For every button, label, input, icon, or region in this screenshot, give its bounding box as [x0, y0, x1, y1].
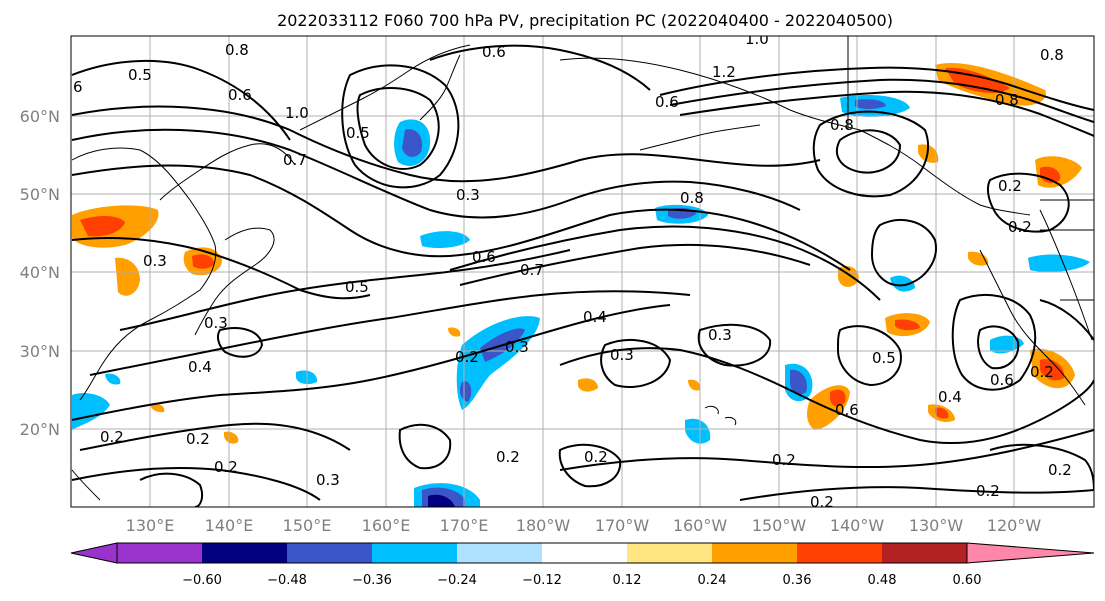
contour-label: 0.8: [680, 189, 704, 207]
contour-label: 0.6: [990, 371, 1014, 389]
negative-anomaly-kamchatka: [394, 119, 431, 166]
colorbar-tick-label: 0.48: [868, 573, 897, 588]
lon-label: 170°W: [595, 516, 650, 535]
colorbar-segment: [202, 543, 287, 563]
colorbar-tick-label: 0.60: [953, 573, 982, 588]
contour-label: 0.4: [583, 308, 607, 326]
colorbar-extend-low: [70, 542, 118, 564]
colorbar-tick-label: −0.48: [267, 573, 307, 588]
colorbar-segment: [457, 543, 542, 563]
lon-label: 150°W: [752, 516, 807, 535]
lon-label: 130°E: [126, 516, 175, 535]
contour-label: 0.8: [1040, 46, 1064, 64]
contour-labels: 0.8 0.6 1.0 1.2 0.5 0.6 0.8 6 0.6 1.0 0.…: [73, 30, 1072, 511]
contour-label: 0.8: [995, 91, 1019, 109]
contour-label: 0.5: [345, 278, 369, 296]
colorbar-outline: [116, 542, 968, 564]
colorbar-segment: [542, 543, 627, 563]
colorbar-tick-label: 0.24: [698, 573, 727, 588]
contour-label: 0.3: [708, 326, 732, 344]
positive-anomaly-small-cells: [150, 327, 701, 444]
contour-label: 0.5: [128, 66, 152, 84]
contour-label: 0.8: [830, 116, 854, 134]
colorbar-segment: [712, 543, 797, 563]
colorbar-segment: [117, 543, 202, 563]
lon-label: 130°W: [909, 516, 964, 535]
lat-label: 30°N: [20, 342, 60, 361]
lat-label: 20°N: [20, 420, 60, 439]
colorbar-tick-label: 0.36: [783, 573, 812, 588]
contour-label: 0.7: [283, 151, 307, 169]
lat-label: 60°N: [20, 107, 60, 126]
contour-label: 0.2: [1008, 218, 1032, 236]
contour-label: 0.2: [455, 348, 479, 366]
colorbar: −0.60 −0.48 −0.36 −0.24 −0.12 0.12 0.24 …: [70, 542, 1095, 588]
contour-label: 1.0: [285, 104, 309, 122]
lat-label: 50°N: [20, 185, 60, 204]
contour-label: 0.2: [976, 482, 1000, 500]
contour-label: 0.2: [100, 428, 124, 446]
colorbar-segment: [372, 543, 457, 563]
colorbar-segment: [287, 543, 372, 563]
longitude-labels: 130°E 140°E 150°E 160°E 170°E 180°W 170°…: [126, 516, 1042, 535]
contour-label: 0.2: [1048, 461, 1072, 479]
colorbar-tick-label: −0.12: [522, 573, 562, 588]
lon-label: 170°E: [440, 516, 489, 535]
colorbar-segment: [627, 543, 712, 563]
contour-label: 0.2: [998, 177, 1022, 195]
contour-label: 0.2: [772, 451, 796, 469]
colorbar-segment: [882, 543, 967, 563]
contour-label: 0.3: [456, 186, 480, 204]
latitude-labels: 60°N 50°N 40°N 30°N 20°N: [20, 107, 60, 439]
contour-label: 0.6: [472, 248, 496, 266]
map-frame: [70, 35, 1095, 508]
colorbar-tick-label: −0.24: [437, 573, 477, 588]
colorbar-segment: [797, 543, 882, 563]
contour-label: 0.7: [520, 261, 544, 279]
contour-label: 0.8: [225, 41, 249, 59]
contour-label: 0.3: [610, 346, 634, 364]
contour-label: 0.5: [346, 124, 370, 142]
contour-label: 0.2: [186, 430, 210, 448]
contour-label: 0.3: [143, 252, 167, 270]
lon-label: 120°W: [987, 516, 1042, 535]
lon-label: 150°E: [283, 516, 332, 535]
contour-label: 0.3: [505, 338, 529, 356]
contour-label: 1.2: [712, 63, 736, 81]
contour-label: 0.2: [810, 493, 834, 511]
contour-label: 0.3: [316, 471, 340, 489]
contour-label: 0.4: [938, 388, 962, 406]
colorbar-extend-high: [966, 542, 1095, 564]
colorbar-tick-label: 0.12: [613, 573, 642, 588]
contour-label: 0.2: [214, 458, 238, 476]
colorbar-tick-label: −0.60: [182, 573, 222, 588]
positive-anomaly-east-pacific: [807, 251, 1075, 430]
positive-anomaly-korea: [72, 205, 159, 296]
contour-label: 0.2: [1030, 363, 1054, 381]
lon-label: 160°E: [362, 516, 411, 535]
contour-label: 0.3: [204, 314, 228, 332]
coastlines: [71, 36, 1094, 501]
graticule: [71, 36, 1094, 507]
lon-label: 180°W: [516, 516, 571, 535]
contour-label: 6: [73, 78, 83, 96]
contour-label: 0.6: [835, 401, 859, 419]
lon-label: 140°W: [830, 516, 885, 535]
contour-label: 0.2: [496, 448, 520, 466]
contour-label: 0.6: [482, 43, 506, 61]
contour-label: 0.6: [228, 86, 252, 104]
contour-label: 0.4: [188, 358, 212, 376]
figure-title: 2022033112 F060 700 hPa PV, precipitatio…: [277, 11, 893, 30]
colorbar-tick-label: −0.36: [352, 573, 392, 588]
contour-label: 0.2: [584, 448, 608, 466]
map-panel: 0.8 0.6 1.0 1.2 0.5 0.6 0.8 6 0.6 1.0 0.…: [70, 30, 1095, 511]
contour-label: 0.6: [655, 93, 679, 111]
lat-label: 40°N: [20, 263, 60, 282]
contour-label: 0.5: [872, 349, 896, 367]
lon-label: 140°E: [205, 516, 254, 535]
lon-label: 160°W: [673, 516, 728, 535]
contour-label: 1.0: [745, 30, 769, 48]
